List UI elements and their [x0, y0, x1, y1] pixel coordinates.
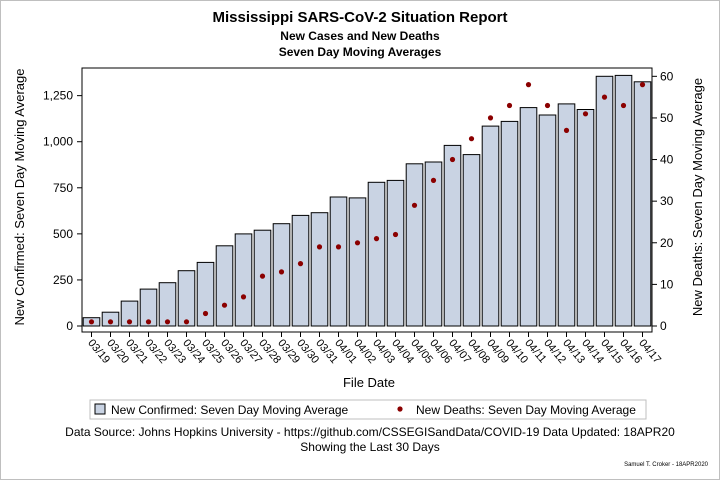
bar [500, 120, 519, 327]
y2-tick-label: 10 [660, 277, 674, 291]
death-point [126, 319, 133, 325]
y-tick-label: 500 [53, 227, 73, 241]
death-point [335, 244, 342, 250]
bar [139, 288, 158, 327]
bar [367, 181, 386, 327]
y2-tick-label: 30 [660, 194, 674, 208]
y-tick-label: 250 [53, 273, 73, 287]
legend-swatch-deaths [397, 406, 403, 412]
death-point [544, 102, 551, 109]
bar [481, 125, 500, 327]
death-point [487, 115, 494, 121]
bar [215, 245, 234, 327]
y2-tick-label: 40 [660, 153, 674, 167]
bar [101, 311, 120, 327]
death-point [88, 319, 95, 325]
y2-tick-label: 60 [660, 69, 674, 83]
y-tick-label: 750 [53, 181, 73, 195]
bar [538, 114, 557, 327]
bar [348, 197, 367, 327]
author-note: Samuel T. Croker - 18APR2020 [624, 462, 708, 468]
death-point [582, 111, 589, 117]
bar [177, 270, 196, 327]
death-point [240, 294, 247, 300]
chart-subtitle-1: New Cases and New Deaths [280, 29, 440, 43]
death-point [468, 136, 475, 142]
legend-swatch-cases [94, 403, 106, 415]
death-point [392, 231, 399, 238]
bar [519, 107, 538, 327]
data-source-note: Data Source: Johns Hopkins University - … [65, 425, 675, 439]
death-point [107, 319, 114, 325]
bar [196, 261, 215, 327]
bar [158, 282, 177, 327]
bar [443, 144, 462, 327]
death-point [411, 202, 418, 208]
death-point [449, 156, 456, 163]
y-tick-label: 1,250 [43, 89, 73, 103]
chart-subtitle-2: Seven Day Moving Averages [278, 45, 442, 59]
death-point [164, 319, 171, 325]
bar [405, 163, 424, 327]
bar [120, 300, 139, 327]
death-point [145, 319, 152, 325]
bar [614, 74, 633, 327]
death-point [506, 102, 513, 109]
death-point [354, 240, 361, 246]
bar [595, 75, 614, 327]
legend-box [89, 399, 647, 420]
y-axis-title: New Confirmed: Seven Day Moving Average [12, 69, 27, 326]
bar [291, 214, 310, 327]
death-point [430, 177, 437, 183]
bar [386, 179, 405, 327]
y2-tick-label: 0 [660, 319, 667, 333]
showing-note: Showing the Last 30 Days [300, 440, 440, 454]
legend-label-deaths: New Deaths: Seven Day Moving Average [416, 403, 636, 417]
y-tick-label: 1,000 [43, 135, 73, 149]
legend-label-cases: New Confirmed: Seven Day Moving Average [111, 403, 349, 417]
death-point [183, 319, 190, 325]
bar [633, 81, 652, 327]
death-point [525, 82, 532, 88]
bar [272, 223, 291, 327]
death-point [297, 261, 304, 267]
y-tick-label: 0 [66, 319, 73, 333]
death-point [316, 244, 323, 250]
bar [462, 154, 481, 327]
plot-area [81, 67, 653, 333]
chart-title: Mississippi SARS-CoV-2 Situation Report [212, 9, 508, 26]
bar [329, 196, 348, 327]
x-tick-label: 04/17 [636, 337, 663, 366]
death-point [278, 269, 285, 275]
death-point [620, 102, 627, 109]
bar [576, 109, 595, 327]
death-point [221, 302, 228, 308]
x-axis-title: File Date [343, 375, 395, 390]
death-point [563, 127, 570, 133]
death-point [639, 82, 646, 88]
death-point [601, 94, 608, 100]
death-point [259, 273, 266, 279]
death-point [373, 236, 380, 242]
bar [234, 233, 253, 327]
y2-axis-title: New Deaths: Seven Day Moving Average [690, 78, 705, 316]
y2-tick-label: 20 [660, 236, 674, 250]
death-point [202, 310, 209, 317]
y2-tick-label: 50 [660, 111, 674, 125]
bar [557, 103, 576, 327]
bar [310, 212, 329, 327]
bar [424, 161, 443, 327]
